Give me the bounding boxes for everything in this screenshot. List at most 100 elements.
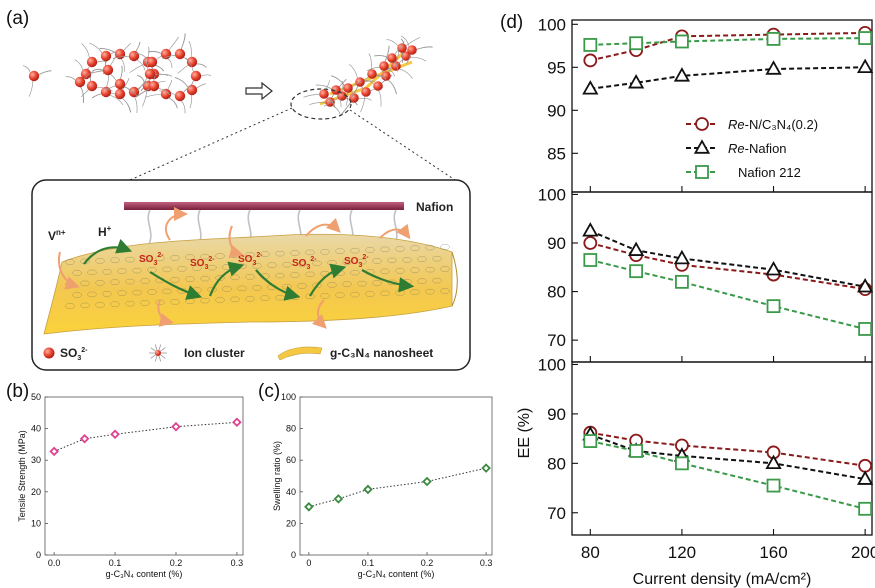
sulfonate-sphere [100,50,112,62]
lattice-hexagon [401,257,413,263]
data-point [304,502,314,512]
polymer-side-chain [167,79,172,90]
data-point [675,34,689,49]
lattice-hexagon [79,280,91,287]
svg-text:SO32-: SO32- [190,256,215,271]
polymer-side-chain [388,79,397,95]
polymer-side-chain [352,81,362,87]
lattice-hexagon [101,291,113,297]
data-point [765,260,782,276]
lattice-hexagon [311,260,323,267]
x-tick-label: 0 [306,558,311,568]
lattice-hexagon [439,288,451,294]
lattice-hexagon [394,246,406,252]
data-point [110,429,120,440]
polymer-side-chain [169,97,178,109]
data-point [79,433,90,444]
data-point [629,36,644,51]
polymer-side-chain [180,33,186,50]
y-tick-label: 80 [286,424,296,434]
legend-sulfonate-label: SO32- [60,346,88,362]
svg-text:SO32-: SO32- [139,252,164,267]
vanadium-ion-label: Vn+ [48,228,66,243]
polymer-side-chain [122,98,131,113]
sulfonate-sphere [148,80,160,92]
zoom-ellipse [290,88,352,120]
legend-marker [693,139,711,154]
sulfonate-sphere [74,76,86,88]
sulfonate-sphere [401,51,411,61]
lattice-hexagon [251,263,263,269]
lattice-hexagon [139,300,151,306]
polymer-side-chain [400,35,410,47]
zoom-guide-right [349,109,456,181]
polymer-side-chain [303,94,320,98]
sulfonate-sphere [379,61,389,71]
lattice-hexagon [251,285,263,291]
lattice-hexagon [304,249,316,256]
lattice-hexagon [289,250,301,256]
y-tick-label: 100 [538,355,566,374]
lattice-hexagon [214,297,226,303]
lattice-hexagon [356,280,368,287]
subplot-3: 70 80 90 100 [538,355,874,536]
data-point [858,31,873,45]
polymer-side-chain [147,46,150,57]
data-point [858,458,873,473]
series-line [589,433,866,481]
legend-cluster-chain [158,355,162,362]
data-point [627,241,645,256]
polymer-side-chain [159,74,173,77]
data-point [627,74,645,89]
polymer-side-chain [38,70,52,75]
y-tick-label: 50 [31,392,41,402]
y-tick-label: 90 [547,234,566,253]
lattice-hexagon [154,277,166,284]
sulfonate-sphere [381,71,391,81]
sulfonate-sphere [114,78,126,90]
sulfonate-sphere [114,88,126,100]
lattice-hexagon [94,280,106,286]
lattice-hexagon [424,266,436,273]
y-tick-label: 90 [547,101,566,120]
polymer-side-chain [147,51,162,54]
lattice-hexagon [154,299,166,306]
polymer-side-chain [129,64,144,73]
polymer-side-chain [196,63,207,68]
sulfonate-sphere [367,69,377,79]
data-point [481,463,491,473]
polymer-side-chain [92,68,103,71]
lattice-hexagon [199,297,211,304]
sulfonate-sphere [174,48,186,60]
y-axis-label: Tensile Strength (MPa) [17,430,27,522]
polymer-side-chain [65,76,76,81]
polymer-side-chain [80,86,84,103]
polymer-side-chain [366,66,380,72]
lattice-hexagon [124,278,136,285]
data-point [766,32,781,46]
sulfonate-sphere [361,87,371,97]
lattice-hexagon [349,269,361,276]
polymer-side-chain [144,94,161,98]
zoom-guide-left [129,107,293,181]
polymer-side-chain [122,78,130,90]
polymer-side-chain [97,86,113,92]
y-tick-label: 20 [286,518,296,528]
data-point [856,470,874,485]
lattice-hexagon [304,271,316,278]
lattice-hexagon [356,258,368,265]
data-point [629,264,644,279]
polymer-side-chain [348,63,358,78]
sulfonate-sphere [160,88,172,100]
polymer-side-chain [89,42,103,54]
x-tick-label: 0.1 [109,558,122,568]
subplot-1: 85 90 95 100 [538,15,874,193]
polymer-side-chain [124,86,138,97]
polymer-side-chain [174,77,189,88]
data-point [583,253,598,267]
sulfonate-sphere [186,56,198,68]
polymer-side-chain [405,37,421,46]
lattice-hexagon [244,252,256,258]
lattice-hexagon [274,272,286,279]
x-tick-label: 0.1 [362,558,375,568]
